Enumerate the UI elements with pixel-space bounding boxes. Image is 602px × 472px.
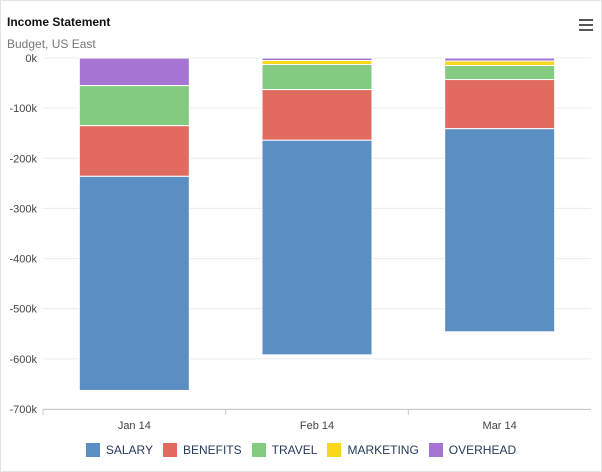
y-tick-label: -200k: [9, 153, 37, 165]
legend-swatch: [162, 443, 177, 457]
bar-salary-2[interactable]: [444, 128, 556, 333]
bar-travel-2[interactable]: [444, 65, 556, 81]
plot-area: 0k -100k -200k -300k -400k -500k -600k -700k Jan…: [9, 53, 591, 432]
legend-label: MARKETING: [347, 443, 419, 457]
legend-swatch: [251, 443, 266, 457]
legend-item-salary[interactable]: SALARY: [85, 443, 153, 457]
legend-label: TRAVEL: [271, 443, 318, 457]
legend-item-overhead[interactable]: OVERHEAD: [428, 443, 517, 457]
y-tick-label: -100k: [9, 103, 37, 115]
bar-overhead-0[interactable]: [78, 57, 190, 87]
bar-marketing-2[interactable]: [444, 60, 556, 67]
chart-title: Income Statement: [7, 15, 111, 29]
bar-benefits-1[interactable]: [261, 89, 373, 141]
y-tick-label: -300k: [9, 203, 37, 215]
y-tick-label: -700k: [9, 404, 37, 416]
legend-swatch: [85, 443, 100, 457]
legend-item-benefits[interactable]: BENEFITS: [162, 443, 242, 457]
legend-label: BENEFITS: [182, 443, 242, 457]
legend: SALARY BENEFITS TRAVEL MARKETING OVERHEAD: [1, 443, 601, 457]
legend-swatch: [428, 443, 443, 457]
y-tick-label: -500k: [9, 304, 37, 316]
bar-travel-1[interactable]: [261, 64, 373, 91]
y-tick-label: 0k: [25, 53, 37, 65]
chart-subtitle: Budget, US East: [7, 37, 96, 51]
y-tick-label: -400k: [9, 254, 37, 266]
bar-benefits-0[interactable]: [78, 125, 190, 177]
y-tick-label: -600k: [9, 354, 37, 366]
legend-swatch: [327, 443, 342, 457]
bar-salary-1[interactable]: [261, 139, 373, 356]
bar-travel-0[interactable]: [78, 85, 190, 127]
legend-item-travel[interactable]: TRAVEL: [251, 443, 318, 457]
bar-benefits-2[interactable]: [444, 79, 556, 130]
x-tick-label: Jan 14: [118, 420, 151, 432]
x-tick-label: Mar 14: [483, 420, 517, 432]
bar-salary-0[interactable]: [78, 175, 190, 391]
bar-marketing-1[interactable]: [261, 60, 373, 66]
legend-label: SALARY: [105, 443, 153, 457]
x-tick-label: Feb 14: [300, 420, 334, 432]
legend-label: OVERHEAD: [448, 443, 517, 457]
hamburger-menu-icon[interactable]: [579, 19, 593, 31]
legend-item-marketing[interactable]: MARKETING: [327, 443, 419, 457]
